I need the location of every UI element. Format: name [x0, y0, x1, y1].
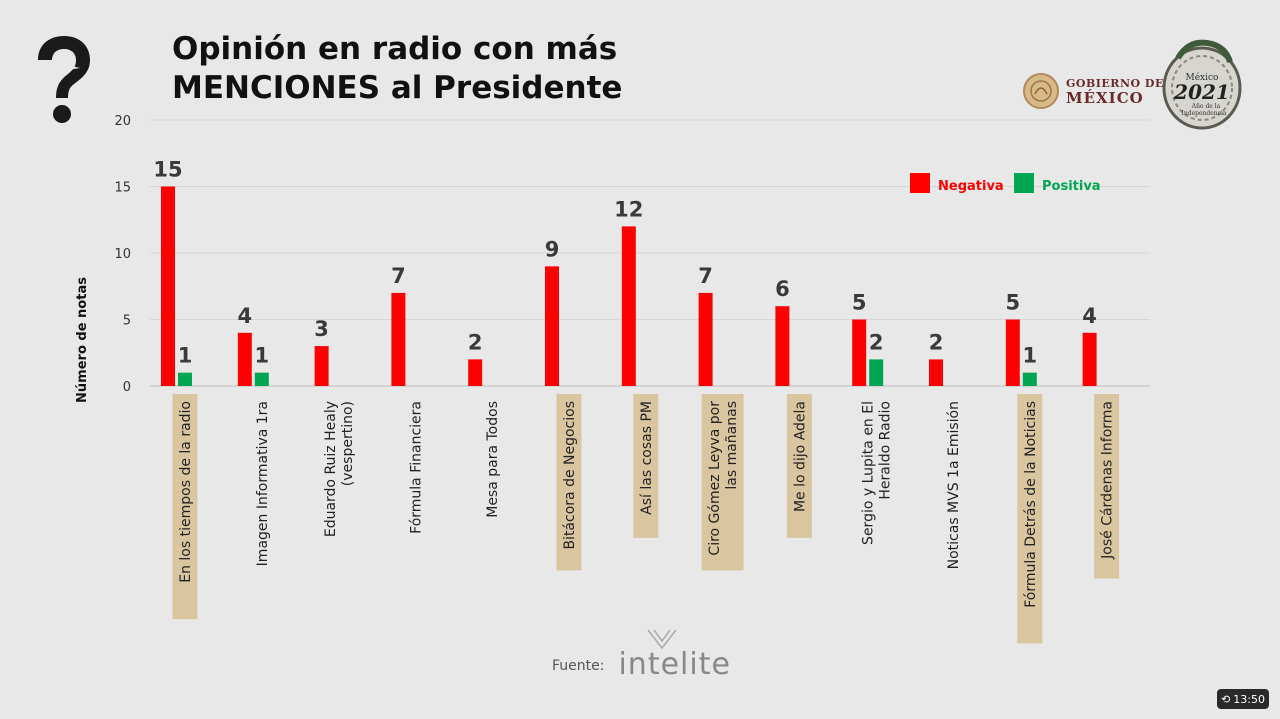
y-axis-label: Número de notas [75, 277, 90, 403]
history-icon: ⟲ [1221, 692, 1231, 706]
category-label: Me lo dijo Adela [792, 401, 808, 512]
bar-positiva [1022, 372, 1037, 386]
legend-label-positiva: Positiva [1042, 179, 1101, 194]
category-label-highlight [786, 394, 812, 538]
category-label: Fórmula Detrás de la Noticias [1023, 401, 1039, 608]
data-label: 7 [391, 264, 406, 288]
mexico-2021-emblem-icon: México 2021 Año de la Independencia [1162, 39, 1242, 130]
data-label: 2 [869, 330, 884, 354]
category-label-highlight [556, 394, 582, 571]
bar-positiva [178, 372, 192, 386]
gobierno-de-mexico-logo: GOBIERNO DE MÉXICO [1022, 72, 1164, 110]
bar-negativa [468, 359, 483, 386]
bar-negativa [929, 359, 943, 386]
mexico-seal-icon [1023, 73, 1059, 109]
data-label: 12 [614, 197, 643, 221]
gobierno-label: GOBIERNO DE [1066, 77, 1164, 90]
category-label-highlight [633, 394, 659, 538]
category-label: Imagen Informativa 1ra [255, 401, 271, 566]
category-label-highlight [1017, 394, 1043, 644]
category-label: Mesa para Todos [485, 401, 501, 518]
emblem-line-1: México [1186, 72, 1219, 83]
data-label: 15 [153, 158, 182, 182]
bar-negativa [1082, 332, 1097, 386]
emblem-line-2: Año de la [1191, 103, 1221, 110]
category-label-highlight [1094, 394, 1120, 579]
bar-negativa [698, 292, 713, 386]
legend-swatch-negativa [910, 173, 930, 193]
data-label: 9 [545, 237, 560, 261]
emblem-year: 2021 [1173, 80, 1230, 104]
category-label: Así las cosas PM [639, 401, 655, 515]
data-label: 5 [1005, 291, 1020, 315]
category-label: Noticas MVS 1a Emisión [946, 401, 962, 569]
page-title: Opinión en radio con más MENCIONES al Pr… [172, 30, 622, 108]
y-tick-label: 0 [123, 380, 131, 395]
intelite-mark-icon [647, 629, 678, 650]
bar-negativa [161, 186, 175, 386]
bar-negativa [852, 319, 867, 386]
y-tick-label: 10 [114, 247, 131, 262]
y-tick-label: 5 [123, 314, 131, 329]
bar-negativa [621, 226, 636, 386]
bar-negativa [545, 266, 559, 386]
data-label: 6 [775, 277, 790, 301]
legend-swatch-positiva [1014, 173, 1034, 193]
mexico-label: MÉXICO [1066, 89, 1144, 107]
bar-negativa [391, 292, 406, 386]
title-line-1: Opinión en radio con más [172, 31, 618, 67]
bar-positiva [869, 359, 884, 386]
y-tick-label: 20 [114, 114, 131, 129]
emblem-line-3: Independencia [1182, 110, 1227, 117]
category-label: En los tiempos de la radio [178, 401, 194, 583]
data-label: 7 [698, 264, 713, 288]
timestamp-badge: ⟲ 13:50 [1217, 689, 1269, 709]
category-label: Sergio y Lupita en ElHeraldo Radio [861, 401, 894, 545]
data-label: 5 [852, 291, 867, 315]
bar-positiva [254, 372, 269, 386]
data-label: 2 [929, 330, 944, 354]
category-label: Bitácora de Negocios [562, 401, 578, 550]
category-label-highlight [701, 394, 744, 571]
legend-label-negativa: Negativa [938, 179, 1004, 194]
title-line-2: MENCIONES al Presidente [172, 70, 623, 106]
data-label: 1 [178, 344, 193, 368]
footer-source: Fuente: intelite [552, 629, 731, 682]
category-label: Fórmula Financiera [408, 401, 424, 534]
data-label: 3 [314, 317, 329, 341]
category-label: José Cárdenas Informa [1100, 401, 1116, 560]
category-label: Eduardo Ruiz Healy(vespertino) [323, 401, 356, 537]
question-mark-logo [38, 36, 90, 123]
intelite-logo: intelite [618, 629, 731, 682]
category-label: Ciro Gómez Leyva porlas mañanas [707, 401, 740, 556]
category-label-highlight [172, 394, 198, 620]
source-label: Fuente: [552, 658, 605, 674]
data-label: 1 [254, 344, 269, 368]
y-tick-label: 15 [114, 181, 131, 196]
data-label: 4 [237, 304, 252, 328]
data-label: 1 [1022, 344, 1037, 368]
bar-negativa [775, 306, 790, 386]
bar-negativa [237, 332, 252, 386]
timestamp-text: 13:50 [1233, 692, 1265, 706]
intelite-text: intelite [618, 647, 731, 682]
data-label: 4 [1082, 304, 1097, 328]
data-label: 2 [468, 330, 483, 354]
bar-negativa [314, 346, 329, 386]
bar-negativa [1005, 319, 1020, 386]
